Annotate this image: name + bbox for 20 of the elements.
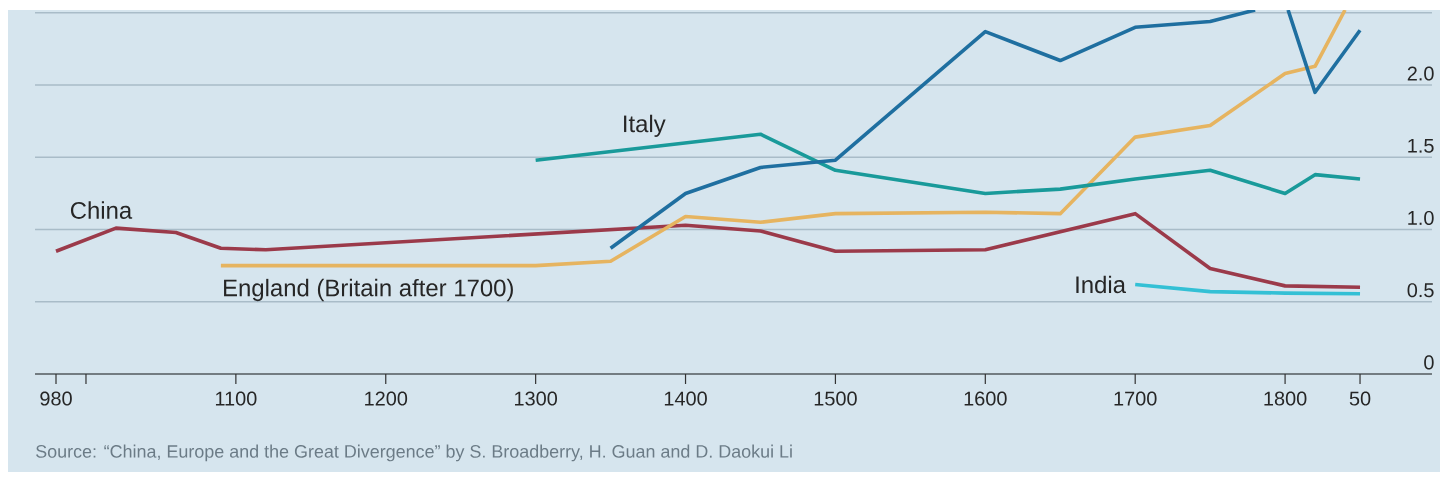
series-label: India: [1076, 275, 1126, 294]
y-tick-label: 0: [1424, 355, 1434, 370]
x-tick-label: 980: [40, 391, 72, 406]
y-tick-label: 2.0: [1407, 66, 1434, 81]
series-label: Italy: [624, 114, 666, 138]
x-tick-label: 1800: [1264, 391, 1307, 406]
x-tick-label: 1400: [664, 391, 707, 406]
y-tick-label: 1.0: [1408, 210, 1434, 226]
x-tick-label: 1700: [1114, 391, 1157, 406]
source-note: Source: “China, Europe and the Great Divergence” by S. Broadberry, H. Guan and D. Daokui Li: [36, 444, 792, 462]
series-label: China: [70, 201, 133, 219]
x-tick-label: 1600: [964, 391, 1007, 406]
x-tick-label: 1300: [515, 391, 558, 406]
y-tick-label: 1.5: [1408, 138, 1434, 153]
x-tick-label: 1100: [215, 391, 257, 406]
x-tick-label: 1200: [365, 391, 408, 406]
x-tick-label: 50: [1349, 391, 1371, 406]
series-label: England (Britain after 1700): [224, 278, 513, 302]
x-tick-label: 1500: [814, 391, 857, 406]
y-tick-label: 0.5: [1407, 283, 1434, 298]
